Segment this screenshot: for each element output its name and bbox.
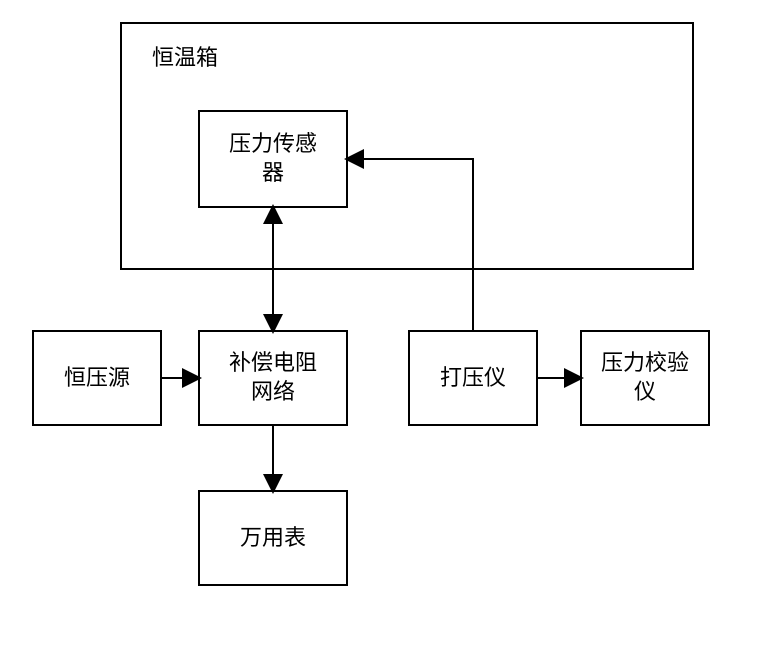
node-calibrator: 压力校验仪 xyxy=(580,330,710,426)
node-voltage-source-label: 恒压源 xyxy=(64,364,130,393)
node-calibrator-label: 压力校验仪 xyxy=(601,349,689,406)
node-sensor: 压力传感器 xyxy=(198,110,348,208)
node-pump: 打压仪 xyxy=(408,330,538,426)
node-multimeter-label: 万用表 xyxy=(240,524,306,553)
node-compensation: 补偿电阻网络 xyxy=(198,330,348,426)
node-pump-label: 打压仪 xyxy=(440,364,506,393)
node-multimeter: 万用表 xyxy=(198,490,348,586)
container-label: 恒温箱 xyxy=(152,40,218,72)
node-compensation-label: 补偿电阻网络 xyxy=(229,349,317,406)
node-sensor-label: 压力传感器 xyxy=(229,130,317,187)
node-voltage-source: 恒压源 xyxy=(32,330,162,426)
